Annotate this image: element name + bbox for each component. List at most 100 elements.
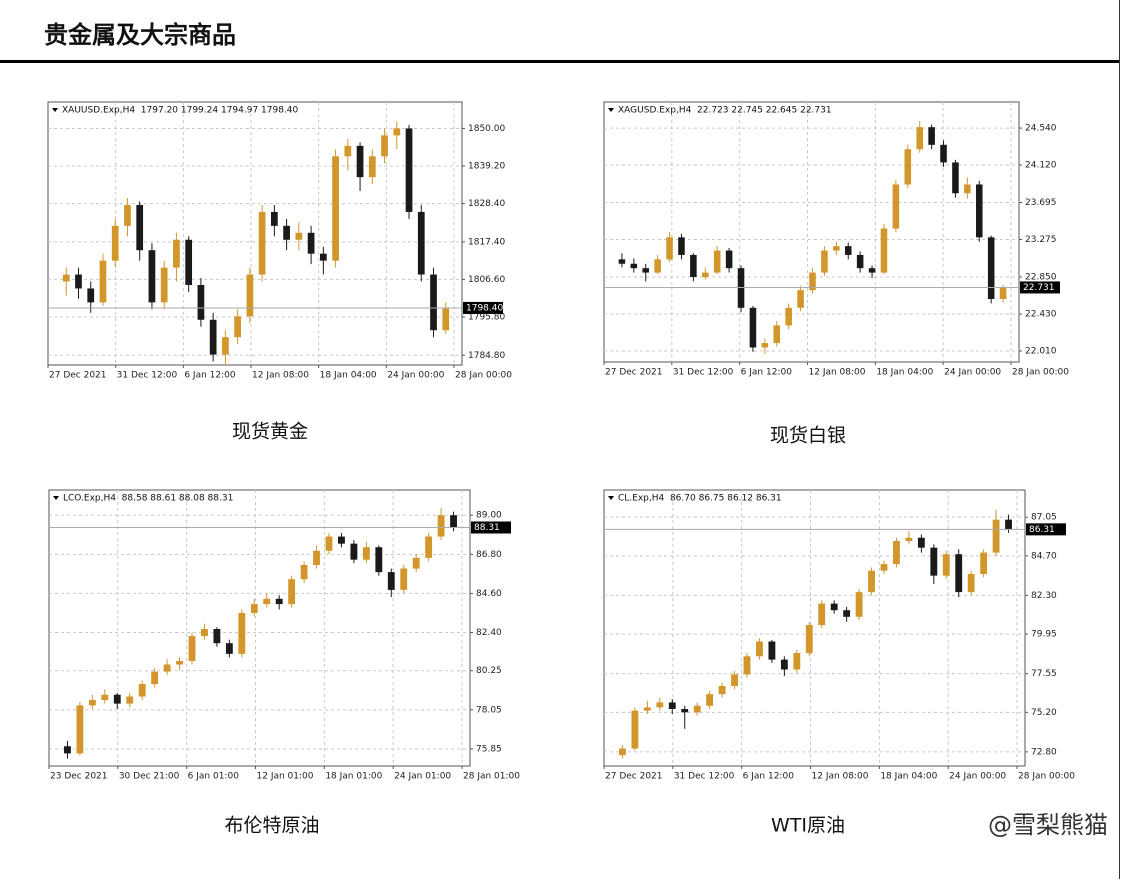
candle-body [843, 610, 851, 617]
candle-body [678, 237, 685, 255]
x-tick-label: 6 Jan 01:00 [188, 772, 240, 782]
candle-body [225, 643, 233, 654]
chart: 72.80 75.20 77.55 79.95 82.30 84.70 87.05 27 De… [603, 489, 1075, 837]
y-tick-label: 23.275 [1025, 235, 1057, 245]
candle-body [75, 274, 82, 289]
candle-body [188, 636, 196, 661]
candle-body [690, 254, 697, 277]
y-tick-label: 24.540 [1025, 124, 1057, 134]
candle-body [307, 232, 315, 254]
chart-info: LCO.Exp,H4 88.58 88.61 88.08 88.31 [63, 494, 233, 504]
candle-body [654, 259, 661, 273]
last-price-label: 22.731 [1023, 283, 1055, 293]
candle-body [980, 552, 988, 574]
candle-body [818, 603, 826, 626]
candle-body [405, 128, 413, 212]
candle-body [375, 547, 383, 573]
candle-body [197, 284, 205, 320]
candle-body [1005, 519, 1012, 530]
last-price-label: 88.31 [474, 523, 500, 533]
candle-body [749, 307, 757, 348]
y-tick-label: 22.430 [1025, 309, 1057, 319]
x-tick-label: 6 Jan 12:00 [184, 371, 236, 381]
x-tick-label: 30 Dec 21:00 [119, 772, 180, 782]
candle-body [618, 259, 626, 264]
candle-body [393, 128, 401, 136]
candle-body [743, 656, 751, 675]
candle-body [430, 274, 437, 331]
last-price-label: 86.31 [1029, 525, 1055, 535]
last-price-box [463, 301, 503, 314]
candle-body [313, 550, 320, 565]
plot-area [603, 101, 1020, 363]
candle-body [151, 671, 159, 685]
candle-body [246, 274, 254, 317]
candle-body [713, 250, 721, 273]
candle-body [892, 184, 900, 229]
candle-body [964, 184, 971, 194]
candle-body [916, 127, 923, 150]
x-tick-label: 27 Dec 2021 [605, 368, 663, 378]
candle-body [805, 625, 813, 654]
candle-body [356, 145, 364, 178]
candle-body [643, 707, 651, 711]
candle-body [702, 272, 709, 277]
candle-body [809, 272, 816, 291]
candle-body [325, 536, 333, 551]
candle-body [381, 135, 388, 157]
chart-info: XAUUSD.Exp,H4 1797.20 1799.24 1794.97 17… [62, 106, 299, 116]
chart-info: XAGUSD.Exp,H4 22.723 22.745 22.645 22.73… [618, 106, 832, 116]
candle-body [62, 274, 70, 282]
candle-body [288, 579, 296, 605]
y-tick-label: 77.55 [1031, 669, 1057, 679]
candle-body [718, 685, 726, 695]
candle-body [185, 239, 193, 285]
x-tick-label: 24 Jan 00:00 [944, 368, 1001, 378]
symbol-marker [52, 108, 58, 112]
x-tick-label: 23 Dec 2021 [50, 772, 108, 782]
candle-body [955, 554, 963, 593]
candle-body [619, 748, 626, 756]
chart-caption: 布伦特原油 [224, 815, 319, 837]
chart: 75.85 78.05 80.25 82.40 84.60 86.80 89.00 23 De… [48, 489, 520, 837]
plot-area [48, 489, 471, 767]
candle-body [450, 515, 457, 528]
x-tick-label: 18 Jan 04:00 [876, 368, 933, 378]
x-tick-label: 6 Jan 12:00 [741, 368, 793, 378]
candle-body [868, 570, 875, 593]
y-tick-label: 23.695 [1025, 198, 1057, 208]
candle-body [631, 710, 639, 749]
candle-body [930, 547, 938, 576]
last-price-box [1026, 523, 1066, 536]
candle-body [987, 237, 995, 300]
candle-body [666, 237, 673, 260]
candle-body [668, 702, 676, 710]
candle-body [76, 705, 84, 754]
last-price-box [471, 521, 511, 534]
candle-body [725, 250, 733, 269]
candle-body [833, 246, 840, 251]
plot-area [47, 101, 463, 366]
candle-body [785, 307, 792, 326]
candle-body [844, 246, 852, 255]
last-price-label: 1798.40 [466, 303, 503, 313]
header-rule [0, 60, 1119, 63]
x-tick-label: 31 Dec 12:00 [674, 772, 735, 782]
candle-body [693, 705, 701, 713]
candle-body [975, 184, 983, 238]
candle-body [706, 694, 714, 706]
x-tick-label: 24 Jan 00:00 [387, 371, 444, 381]
candle-body [238, 612, 246, 654]
candle-body [275, 598, 283, 605]
chart-caption: 现货白银 [770, 425, 846, 447]
candle-body [88, 700, 96, 706]
y-tick-label: 80.25 [476, 666, 502, 676]
symbol-marker [53, 496, 59, 500]
y-tick-label: 82.40 [476, 628, 502, 638]
candle-body [136, 204, 144, 251]
candle-body [201, 628, 208, 637]
x-tick-label: 6 Jan 12:00 [743, 772, 795, 782]
watermark: @雪梨熊猫 [988, 811, 1108, 839]
y-tick-label: 1784.80 [468, 351, 505, 361]
